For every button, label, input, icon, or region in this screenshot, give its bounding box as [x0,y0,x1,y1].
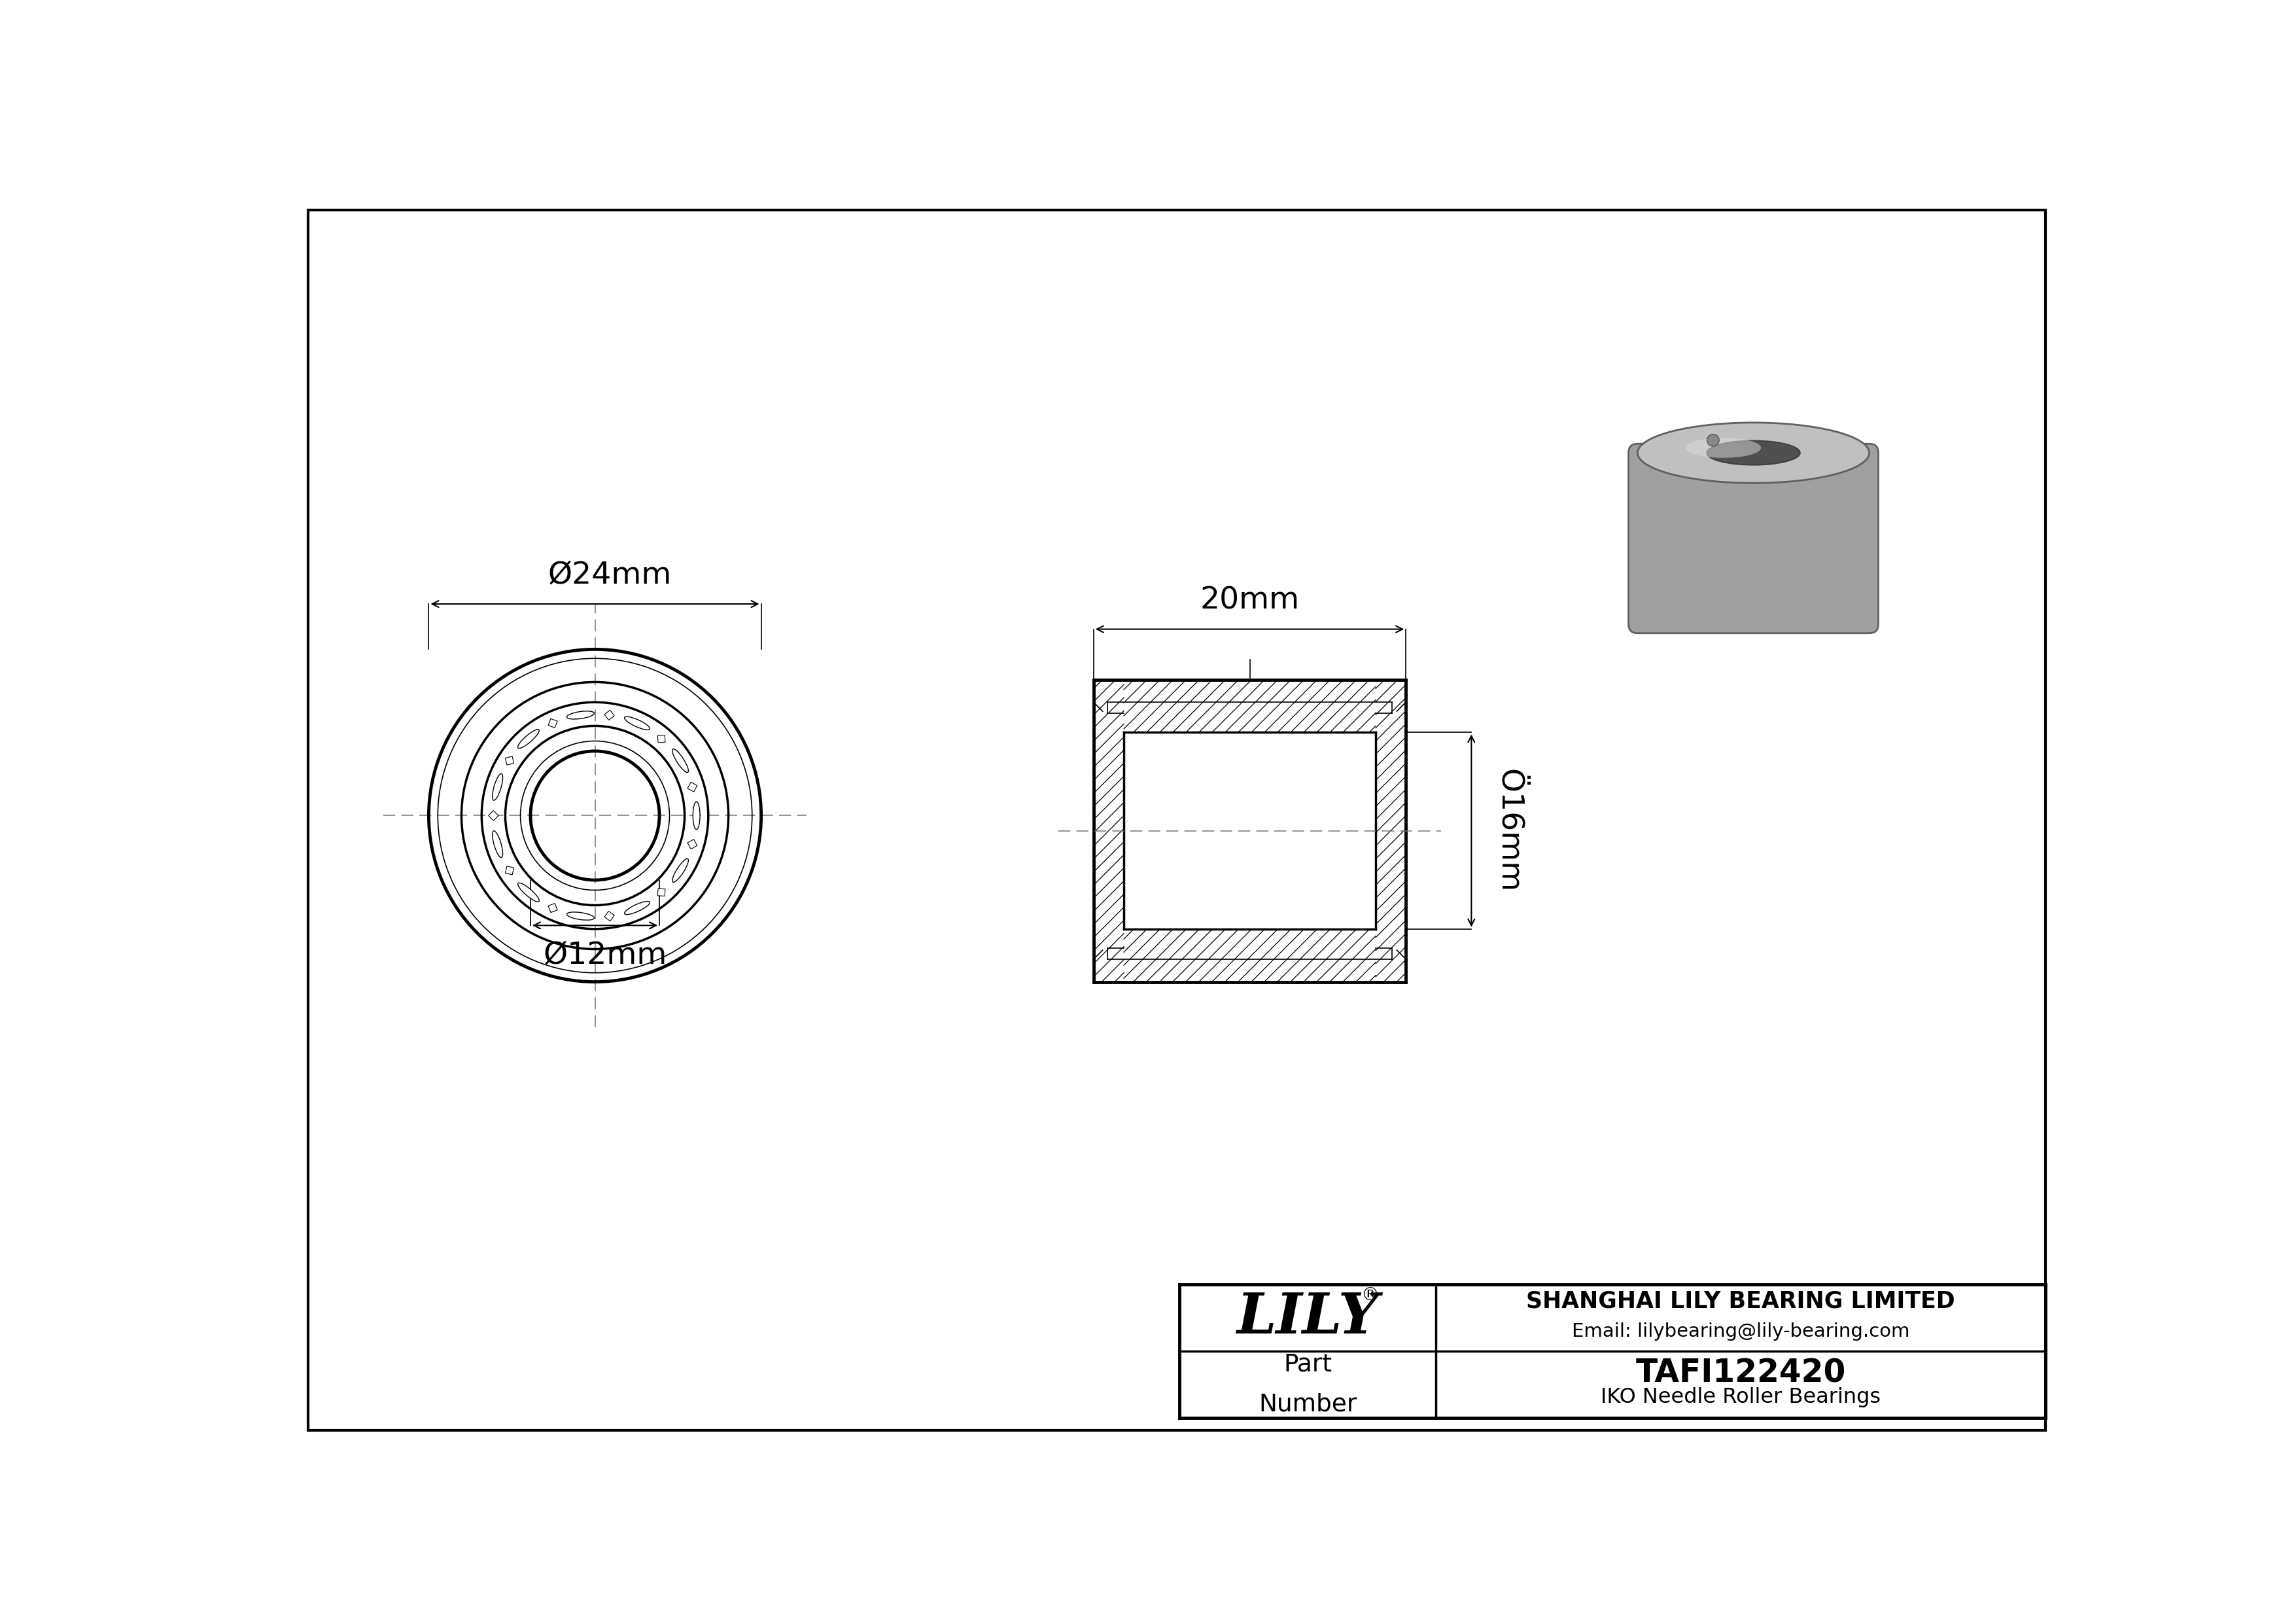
Polygon shape [687,840,698,849]
Text: Part
Number: Part Number [1258,1353,1357,1416]
Ellipse shape [567,711,595,719]
Ellipse shape [519,883,540,901]
Ellipse shape [673,749,689,773]
Text: LILY: LILY [1238,1289,1378,1345]
Ellipse shape [693,802,700,830]
Text: TAFI122420: TAFI122420 [1635,1358,1846,1389]
Text: SHANGHAI LILY BEARING LIMITED: SHANGHAI LILY BEARING LIMITED [1527,1291,1956,1312]
Text: Email: lilybearing@lily-bearing.com: Email: lilybearing@lily-bearing.com [1573,1322,1910,1341]
Polygon shape [549,719,558,728]
Text: IKO Needle Roller Bearings: IKO Needle Roller Bearings [1600,1387,1880,1408]
Polygon shape [604,911,615,921]
Ellipse shape [1637,422,1869,482]
Circle shape [1706,434,1720,447]
Ellipse shape [1706,440,1800,464]
Polygon shape [505,757,514,765]
Text: Ø24mm: Ø24mm [549,560,673,590]
Ellipse shape [625,901,650,914]
Ellipse shape [519,729,540,749]
Polygon shape [657,736,666,742]
Polygon shape [687,783,698,793]
Text: 20mm: 20mm [1201,586,1300,615]
Polygon shape [489,810,498,820]
Ellipse shape [673,859,689,882]
FancyBboxPatch shape [1628,443,1878,633]
Ellipse shape [491,773,503,801]
Polygon shape [657,888,666,896]
Ellipse shape [1685,438,1761,458]
Text: ®: ® [1362,1286,1378,1304]
Text: Ö16mm: Ö16mm [1495,768,1525,893]
Polygon shape [549,903,558,913]
Ellipse shape [567,913,595,921]
Polygon shape [604,710,615,719]
FancyBboxPatch shape [1704,450,1802,591]
Ellipse shape [491,831,503,857]
Text: Ø12mm: Ø12mm [544,940,666,970]
Polygon shape [505,866,514,875]
Ellipse shape [625,716,650,729]
